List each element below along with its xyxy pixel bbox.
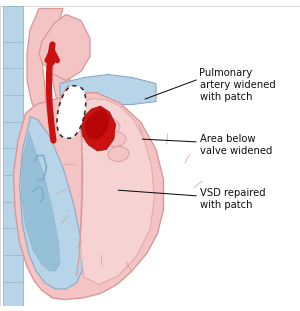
Polygon shape: [3, 6, 22, 305]
Polygon shape: [58, 85, 82, 130]
Polygon shape: [14, 92, 164, 299]
Polygon shape: [27, 8, 74, 123]
Polygon shape: [80, 99, 154, 285]
Text: Pulmonary
artery widened
with patch: Pulmonary artery widened with patch: [200, 68, 275, 102]
Polygon shape: [20, 117, 82, 289]
Polygon shape: [85, 109, 109, 139]
Ellipse shape: [93, 117, 120, 134]
Polygon shape: [81, 106, 116, 151]
Ellipse shape: [108, 146, 129, 161]
Polygon shape: [21, 132, 60, 271]
Polygon shape: [57, 86, 86, 138]
Text: Area below
valve widened: Area below valve widened: [200, 134, 272, 156]
Ellipse shape: [102, 132, 126, 146]
Polygon shape: [60, 75, 156, 104]
Polygon shape: [39, 15, 90, 81]
Text: VSD repaired
with patch: VSD repaired with patch: [200, 188, 265, 210]
